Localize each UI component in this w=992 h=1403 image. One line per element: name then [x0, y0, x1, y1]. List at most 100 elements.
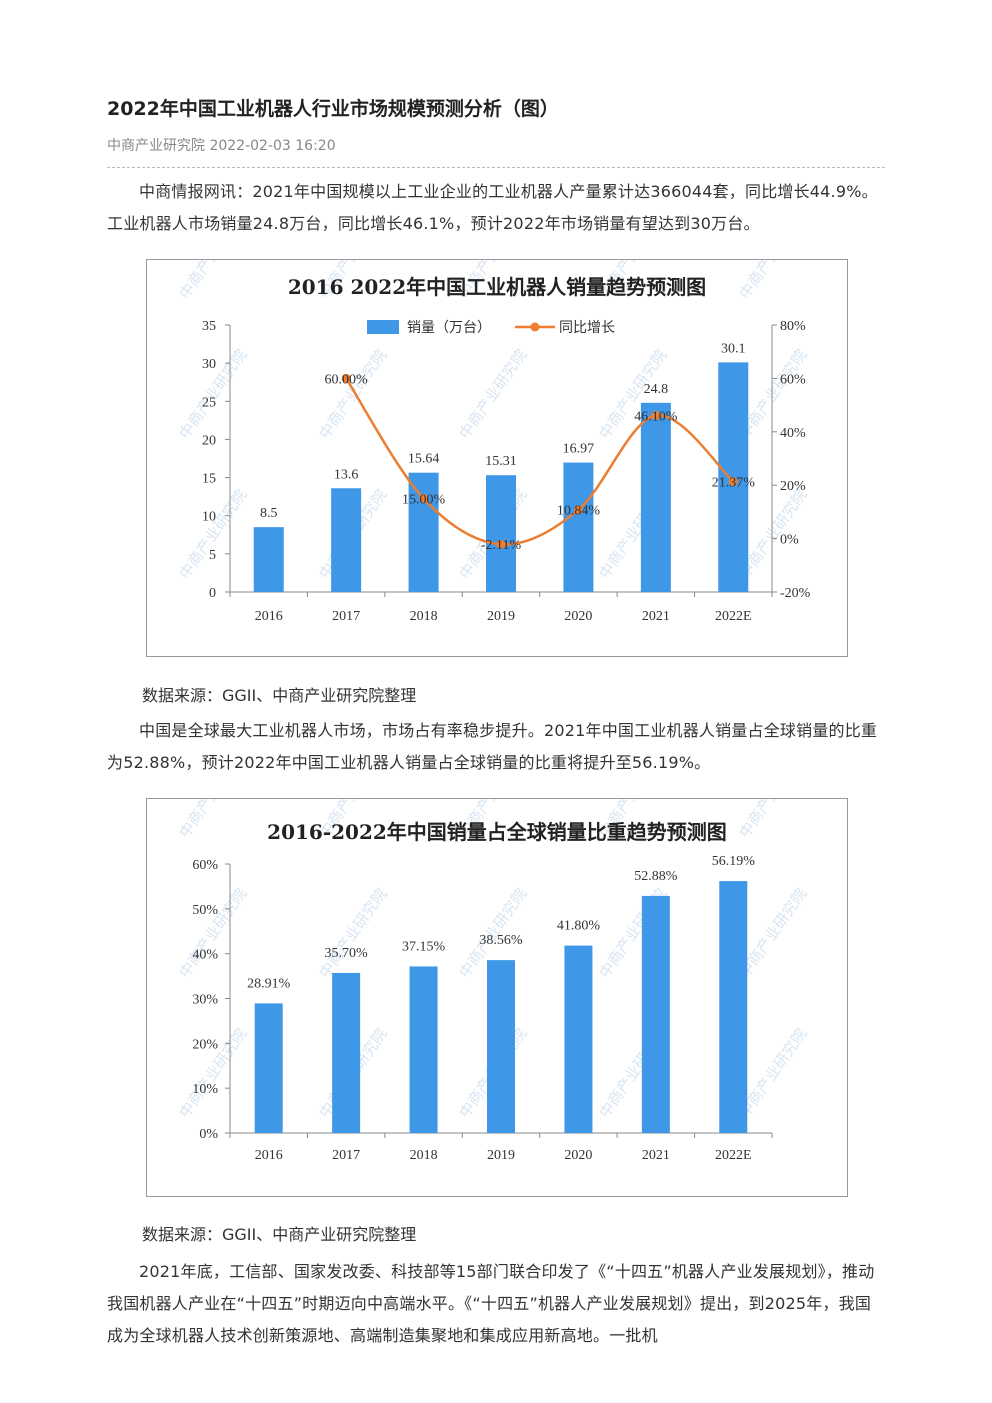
growth-point [651, 411, 661, 421]
left-tick-label: 20% [192, 1037, 218, 1052]
x-tick-label: 2018 [410, 1148, 438, 1163]
share-bar-label: 56.19% [712, 854, 756, 869]
left-tick-label: 0% [199, 1127, 218, 1142]
chart-sales-trend-svg: 中商产业研究院 中商产业研究院 中商产业研究院 中商产业研究院 中商产业研究院中商产业研… [176, 260, 811, 624]
growth-point [496, 539, 506, 549]
chart2-title: 2016-2022年中国销量占全球销量比重趋势预测图 [267, 820, 727, 844]
right-tick-label: 20% [780, 479, 806, 494]
left-tick-label: 25 [202, 395, 216, 410]
sales-bar-label: 13.6 [334, 467, 359, 482]
chart-sales-trend: 中商产业研究院 中商产业研究院 中商产业研究院 中商产业研究院 中商产业研究院 中商产业研… [146, 259, 848, 657]
left-tick-label: 20 [202, 433, 216, 448]
left-tick-label: 30% [192, 993, 218, 1008]
x-tick-label: 2017 [332, 609, 360, 624]
x-tick-label: 2017 [332, 1148, 360, 1163]
growth-point [728, 477, 738, 487]
chart-global-share: 中商产业研究院 中商产业研究院 中商产业研究院 中商产业研究院 中商产业研究院 中商产业研… [146, 798, 848, 1197]
legend-bar-swatch [367, 320, 399, 334]
x-tick-label: 2022E [715, 609, 752, 624]
share-bar-label: 52.88% [634, 869, 678, 884]
watermark-text: 中商产业研究院 [176, 885, 251, 981]
right-tick-label: 0% [780, 533, 799, 548]
watermark-text: 中商产业研究院 [316, 885, 391, 981]
watermark-text: 中商产业研究院 [316, 346, 391, 442]
x-tick-label: 2021 [642, 1148, 670, 1163]
sales-bar [253, 527, 284, 592]
share-bar-label: 37.15% [402, 939, 446, 954]
share-bar [409, 966, 438, 1133]
watermark-text: 中商产业研究院 [176, 799, 251, 841]
sales-bar [486, 475, 516, 592]
chart1-source: 数据来源：GGII、中商产业研究院整理 [142, 686, 417, 705]
left-tick-label: 30 [202, 357, 216, 372]
sales-bar-label: 30.1 [721, 341, 746, 356]
left-tick-label: 35 [202, 319, 216, 334]
share-bar [564, 945, 593, 1133]
left-tick-label: 50% [192, 903, 218, 918]
right-tick-label: 80% [780, 319, 806, 334]
x-tick-label: 2016 [255, 609, 283, 624]
share-bar [332, 972, 361, 1133]
left-tick-label: 60% [192, 858, 218, 873]
growth-point-label: 10.84% [557, 504, 601, 519]
divider [107, 167, 885, 168]
watermark-text: 中商产业研究院 [176, 260, 251, 302]
growth-point-label: 21.37% [712, 476, 756, 491]
chart-global-share-svg: 中商产业研究院 中商产业研究院 中商产业研究院 中商产业研究院 中商产业研究院中商产业研… [176, 799, 811, 1163]
paragraph-1: 中商情报网讯：2021年中国规模以上工业企业的工业机器人产量累计达366044套… [107, 182, 878, 233]
watermark-text: 中商产业研究院 [736, 260, 811, 302]
chart2-source: 数据来源：GGII、中商产业研究院整理 [142, 1225, 417, 1244]
growth-point-label: -2.11% [481, 538, 522, 553]
legend-line-label: 同比增长 [559, 320, 615, 336]
share-bar [487, 960, 515, 1133]
x-tick-label: 2020 [564, 1148, 592, 1163]
growth-point [573, 505, 583, 515]
article-title: 2022年中国工业机器人行业市场规模预测分析（图） [107, 98, 559, 120]
sales-bar [408, 472, 439, 592]
right-tick-label: 40% [780, 426, 806, 441]
left-tick-label: 15 [202, 472, 216, 487]
sales-bar-label: 15.64 [408, 452, 440, 467]
paragraph-2: 中国是全球最大工业机器人市场，市场占有率稳步提升。2021年中国工业机器人销量占… [107, 721, 878, 772]
x-tick-label: 2022E [715, 1148, 752, 1163]
growth-point [419, 494, 429, 504]
sales-bar-label: 8.5 [260, 506, 278, 521]
share-bar [719, 881, 748, 1133]
right-tick-label: 60% [780, 372, 806, 387]
share-bar-label: 38.56% [479, 933, 523, 948]
x-tick-label: 2020 [564, 609, 592, 624]
legend-bar-label: 销量（万台） [407, 320, 491, 336]
x-tick-label: 2019 [487, 609, 515, 624]
sales-bar [331, 488, 362, 592]
sales-bar-label: 16.97 [563, 442, 595, 457]
watermark-text: 中商产业研究院 [736, 799, 811, 841]
share-bar [254, 1003, 283, 1133]
x-tick-label: 2021 [642, 609, 670, 624]
share-bar-label: 35.70% [325, 946, 369, 961]
right-tick-label: -20% [780, 586, 811, 601]
chart1-title: 2016 2022年中国工业机器人销量趋势预测图 [288, 275, 706, 299]
left-tick-label: 10% [192, 1082, 218, 1097]
x-tick-label: 2016 [255, 1148, 283, 1163]
watermark-text: 中商产业研究院 [176, 486, 251, 582]
growth-point-label: 15.00% [402, 493, 446, 508]
legend-line-marker [530, 322, 540, 332]
left-tick-label: 40% [192, 948, 218, 963]
article-meta: 中商产业研究院 2022-02-03 16:20 [107, 138, 336, 154]
growth-line [345, 377, 735, 546]
sales-bar-label: 15.31 [485, 454, 517, 469]
growth-point [341, 373, 351, 383]
left-tick-label: 0 [209, 586, 216, 601]
share-bar-label: 28.91% [247, 976, 291, 991]
sales-bar [640, 402, 671, 592]
sales-bar [563, 462, 594, 592]
growth-point-label: 60.00% [325, 372, 369, 387]
share-bar [641, 895, 670, 1133]
x-tick-label: 2019 [487, 1148, 515, 1163]
watermark-text: 中商产业研究院 [456, 346, 531, 442]
share-bar-label: 41.80% [557, 919, 601, 934]
growth-point-label: 46.10% [634, 410, 678, 425]
x-tick-label: 2018 [410, 609, 438, 624]
paragraph-3: 2021年底，工信部、国家发改委、科技部等15部门联合印发了《“十四五”机器人产… [107, 1262, 875, 1345]
left-tick-label: 5 [209, 548, 216, 563]
